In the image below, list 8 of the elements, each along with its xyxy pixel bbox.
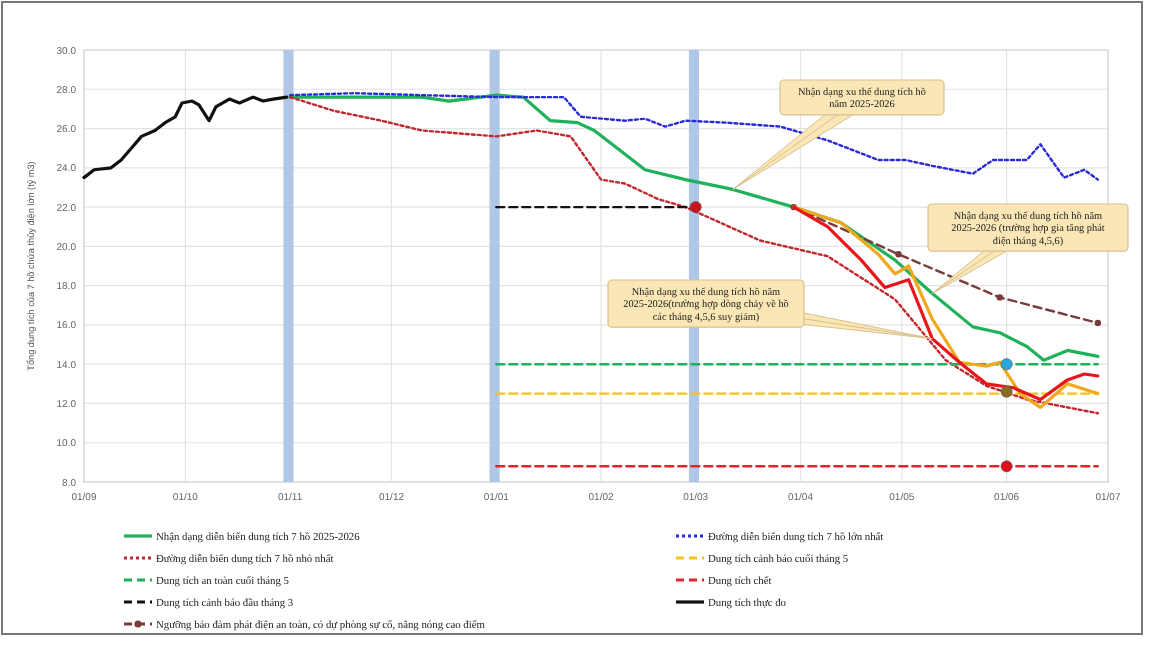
point bbox=[689, 201, 702, 213]
point bbox=[1000, 460, 1013, 473]
line-series bbox=[82, 95, 289, 180]
point bbox=[1094, 319, 1102, 327]
point bbox=[996, 294, 1004, 301]
point bbox=[1000, 358, 1013, 371]
point bbox=[1000, 385, 1013, 398]
point bbox=[895, 251, 902, 258]
